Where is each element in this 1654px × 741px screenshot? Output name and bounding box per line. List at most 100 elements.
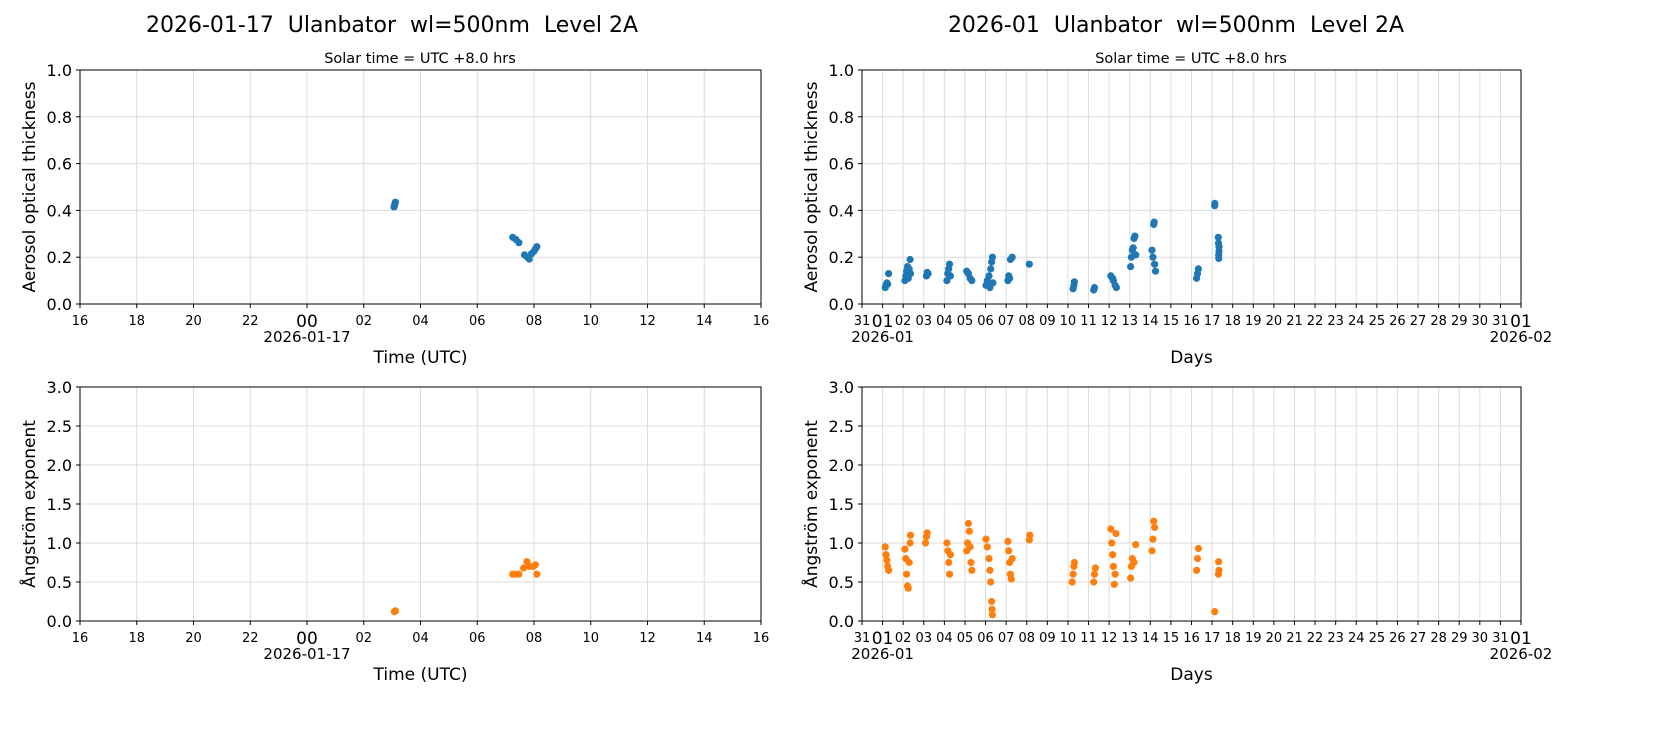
- data-point: [1110, 580, 1118, 588]
- data-point: [883, 556, 891, 564]
- data-point: [945, 260, 954, 268]
- data-point: [520, 564, 528, 572]
- data-point: [533, 243, 541, 251]
- x-tick-label: 12: [1101, 314, 1118, 329]
- x-tick-label: 08: [1018, 631, 1035, 646]
- x-tick-label: 00: [296, 629, 318, 649]
- axes-frame: [79, 69, 762, 305]
- x-tick-label: 04: [412, 631, 429, 646]
- x-date-label: 2026-02: [1490, 645, 1553, 663]
- monthly-subtitle: Solar time = UTC +8.0 hrs: [1095, 51, 1287, 67]
- data-point: [985, 555, 993, 563]
- x-tick-label: 04: [412, 314, 429, 329]
- x-tick-label: 02: [895, 631, 912, 646]
- data-point: [1006, 274, 1014, 282]
- x-tick-label: 18: [1224, 314, 1241, 329]
- data-point: [1215, 566, 1223, 574]
- x-tick-label: 22: [242, 631, 259, 646]
- y-tick-label: 0.4: [47, 201, 72, 220]
- data-point: [988, 597, 996, 606]
- x-date-label: 2026-01: [851, 328, 914, 346]
- data-point: [966, 543, 974, 551]
- x-tick-label: 05: [957, 631, 974, 646]
- x-tick-label: 06: [469, 314, 486, 329]
- y-tick-label: 0.5: [47, 573, 72, 592]
- data-point: [968, 277, 976, 285]
- y-tick-label: 0.4: [829, 201, 854, 220]
- x-date-label: 2026-02: [1490, 328, 1553, 346]
- data-point: [1129, 244, 1137, 252]
- data-point: [968, 566, 976, 574]
- data-point: [1150, 218, 1158, 226]
- x-tick-label: 18: [128, 314, 145, 329]
- data-point: [1215, 558, 1223, 566]
- data-point: [391, 607, 399, 615]
- x-tick-label: 20: [1266, 314, 1283, 329]
- y-tick-label: 1.5: [47, 495, 72, 514]
- x-tick-label: 04: [936, 314, 953, 329]
- data-point: [901, 545, 909, 553]
- data-point: [987, 265, 995, 273]
- x-tick-label: 10: [1060, 631, 1077, 646]
- daily-aod-plot: 16 18 20 22 00 02 04 06 08 10 12 14 160.00.20.40.60.…: [20, 61, 769, 368]
- x-tick-label: 18: [1224, 631, 1241, 646]
- x-tick-label: 12: [639, 314, 656, 329]
- data-point: [1215, 243, 1223, 251]
- data-point: [531, 561, 540, 569]
- x-tick-label: 06: [977, 314, 994, 329]
- data-point: [1148, 547, 1156, 555]
- x-tick-label: 23: [1327, 314, 1344, 329]
- y-tick-label: 3.0: [829, 378, 854, 397]
- y-tick-label: 2.5: [829, 417, 854, 436]
- axes-frame: [79, 386, 762, 622]
- x-tick-label: 07: [998, 631, 1015, 646]
- x-tick-label: 02: [355, 314, 372, 329]
- y-tick-label: 2.0: [47, 456, 72, 475]
- data-point: [885, 566, 893, 574]
- x-tick-label: 28: [1430, 631, 1447, 646]
- x-tick-label: 30: [1472, 631, 1489, 646]
- x-tick-label: 20: [185, 314, 202, 329]
- x-tick-label: 14: [696, 631, 713, 646]
- data-point: [881, 543, 889, 551]
- data-point: [1068, 578, 1076, 586]
- x-tick-label: 27: [1410, 314, 1427, 329]
- x-tick-label: 17: [1204, 631, 1221, 646]
- x-tick-label: 20: [1266, 631, 1283, 646]
- data-point: [1108, 539, 1116, 547]
- x-tick-label: 31: [854, 314, 871, 329]
- data-point: [906, 539, 914, 547]
- x-tick-label: 10: [1060, 314, 1077, 329]
- x-tick-label: 01: [872, 312, 894, 332]
- data-point: [885, 270, 893, 278]
- data-point: [967, 558, 975, 567]
- x-tick-label: 22: [1307, 631, 1324, 646]
- data-point: [1004, 537, 1012, 546]
- data-point: [945, 570, 954, 578]
- data-point: [1150, 517, 1158, 525]
- data-point: [987, 578, 995, 586]
- data-point: [903, 570, 911, 578]
- data-point: [943, 539, 951, 547]
- data-point: [1151, 267, 1160, 275]
- x-tick-label: 10: [582, 631, 599, 646]
- y-tick-label: 3.0: [47, 378, 72, 397]
- data-point: [1007, 575, 1015, 583]
- x-tick-label: 15: [1163, 631, 1180, 646]
- x-tick-label: 26: [1389, 631, 1406, 646]
- data-point: [1070, 278, 1078, 286]
- data-point: [1090, 570, 1099, 578]
- x-tick-label: 22: [1307, 314, 1324, 329]
- data-point: [1112, 284, 1120, 292]
- data-point: [525, 255, 533, 263]
- x-tick-label: 27: [1410, 631, 1427, 646]
- x-date-label: 2026-01-17: [263, 328, 350, 346]
- data-point: [904, 584, 912, 592]
- data-point: [1131, 232, 1139, 240]
- monthly-title: 2026-01 Ulanbator wl=500nm Level 2A: [948, 13, 1404, 38]
- data-point: [1130, 558, 1138, 567]
- x-tick-label: 06: [977, 631, 994, 646]
- x-tick-label: 14: [1142, 314, 1159, 329]
- x-tick-label: 03: [916, 314, 933, 329]
- x-tick-label: 19: [1245, 631, 1262, 646]
